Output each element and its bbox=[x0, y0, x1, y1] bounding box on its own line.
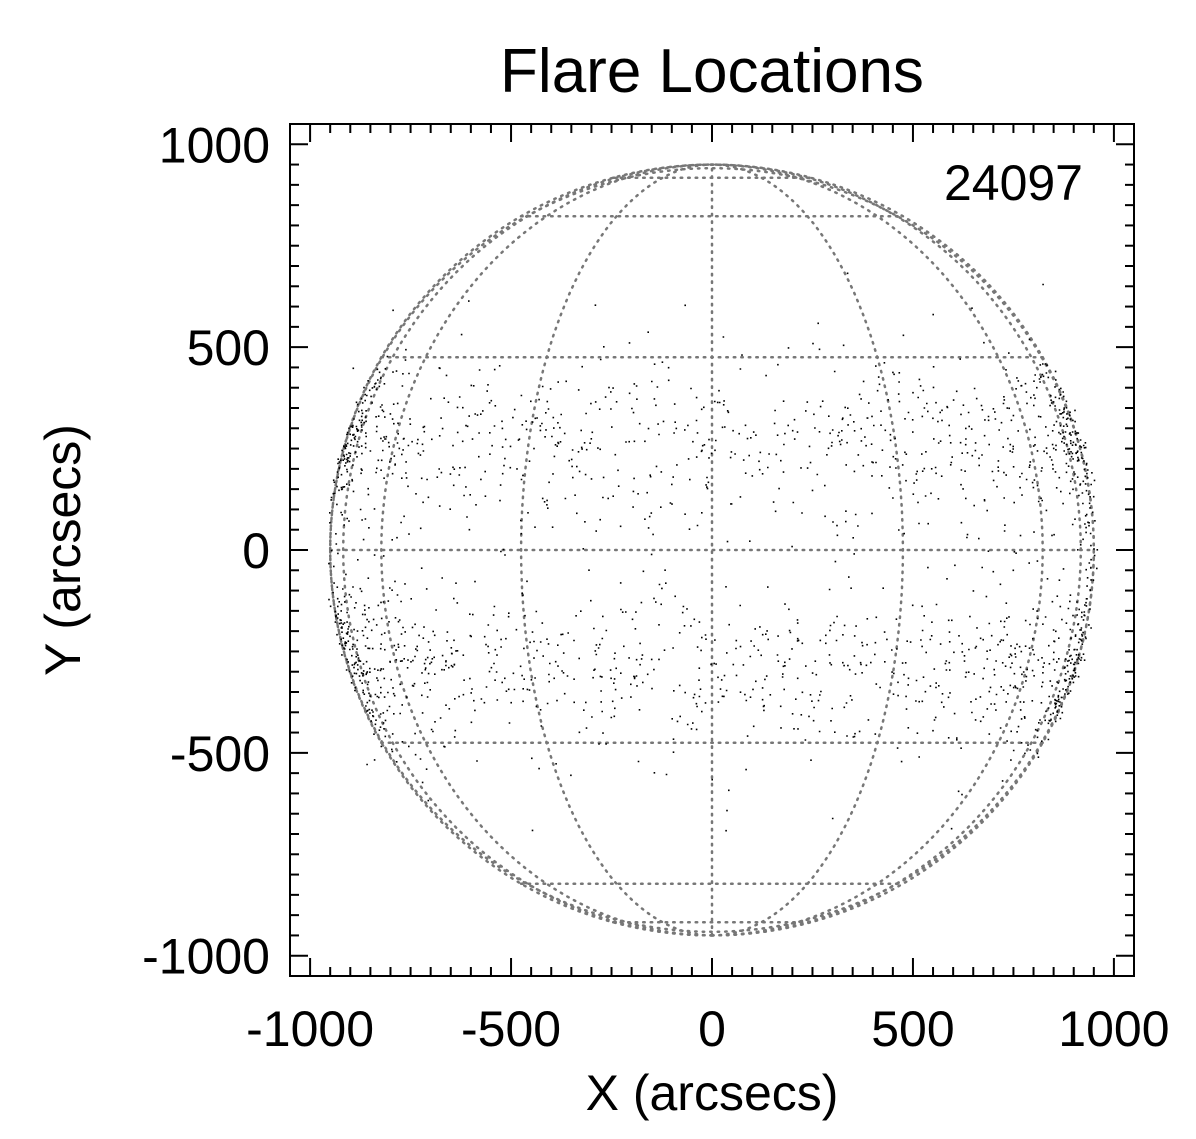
longitude-line bbox=[341, 163, 714, 937]
axis-ticks bbox=[290, 124, 1134, 976]
longitude-line bbox=[710, 163, 1044, 937]
x-tick-label: 500 bbox=[871, 1001, 954, 1057]
x-tick-label: 1000 bbox=[1058, 1001, 1169, 1057]
longitude-line bbox=[328, 163, 714, 937]
longitude-line bbox=[519, 163, 714, 937]
x-tick-label: -1000 bbox=[246, 1001, 374, 1057]
y-tick-label: 0 bbox=[242, 523, 270, 579]
longitude-line bbox=[710, 163, 1096, 937]
x-axis-label: X (arcsecs) bbox=[586, 1065, 839, 1121]
y-tick-label: -500 bbox=[170, 726, 270, 782]
y-tick-label: -1000 bbox=[142, 929, 270, 985]
y-tick-label: 500 bbox=[187, 320, 270, 376]
y-axis-label: Y (arcsecs) bbox=[35, 424, 91, 676]
solar-grid-overlay bbox=[328, 163, 1096, 937]
chart-title: Flare Locations bbox=[500, 37, 924, 106]
tick-labels: -1000 -500 0 500 1000 -1000 -500 0 500 1000 bbox=[142, 117, 1169, 1057]
x-tick-label: 0 bbox=[698, 1001, 726, 1057]
longitude-line bbox=[380, 163, 714, 937]
x-tick-label: -500 bbox=[461, 1001, 561, 1057]
longitude-line bbox=[710, 163, 1083, 937]
flare-count-annotation: 24097 bbox=[944, 155, 1083, 211]
y-tick-label: 1000 bbox=[159, 117, 270, 173]
longitude-line bbox=[710, 163, 905, 937]
